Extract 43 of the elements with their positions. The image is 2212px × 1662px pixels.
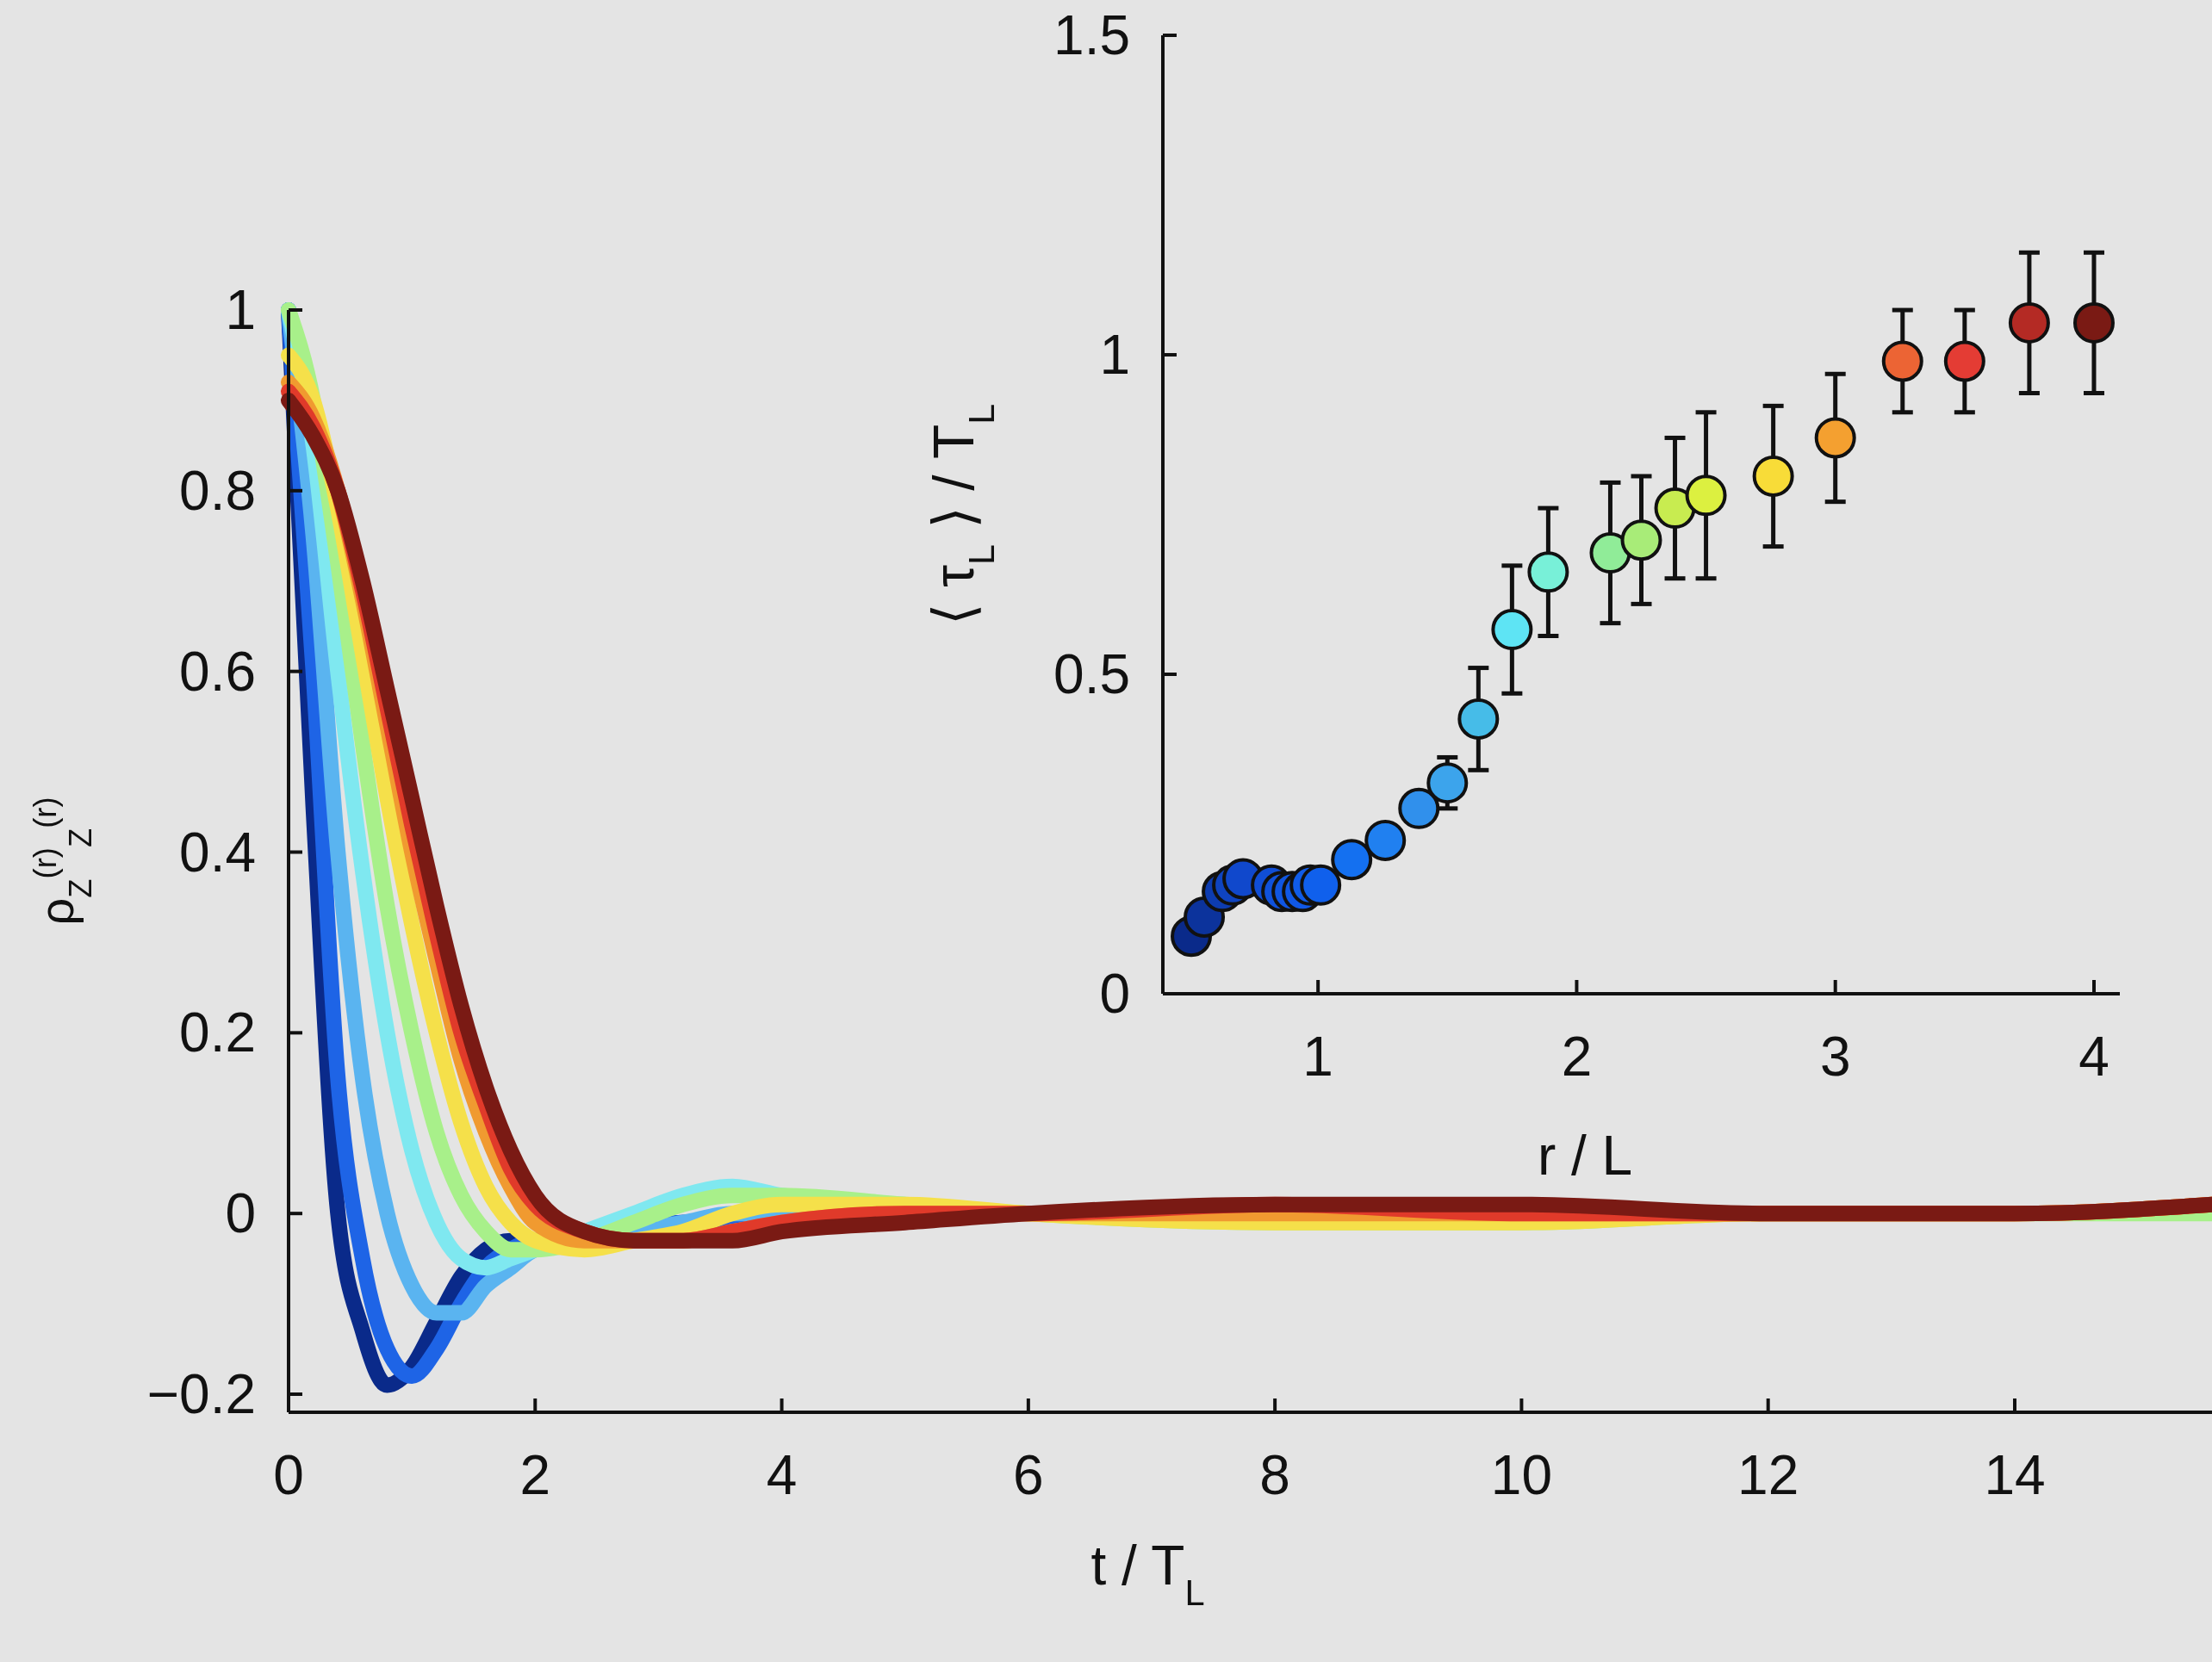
y-tick-label: 0 xyxy=(1099,963,1130,1025)
x-tick-label: 10 xyxy=(1490,1444,1552,1506)
point xyxy=(2072,301,2115,344)
x-tick-label: 2 xyxy=(1561,1026,1593,1088)
y-tick-label: 0.4 xyxy=(179,821,256,884)
y-tick-label: 0.6 xyxy=(179,640,256,703)
x-tick-label: 8 xyxy=(1259,1444,1290,1506)
y-tick-label: 0.8 xyxy=(179,459,256,522)
y-tick-label: 0.5 xyxy=(1053,643,1130,705)
x-axis-title: r / L xyxy=(1537,1125,1633,1187)
x-tick-label: 14 xyxy=(1984,1444,2046,1506)
point xyxy=(1881,340,1923,382)
y-tick-label: 1 xyxy=(1099,324,1130,386)
point xyxy=(1331,839,1373,881)
x-tick-label: 2 xyxy=(519,1444,551,1506)
point xyxy=(1457,698,1500,740)
y-tick-label: 0 xyxy=(225,1182,256,1245)
point xyxy=(1527,551,1569,593)
y-tick-label: −0.2 xyxy=(146,1363,256,1426)
point xyxy=(1943,340,1985,382)
point xyxy=(1654,487,1696,530)
x-tick-label: 1 xyxy=(1302,1026,1333,1088)
x-tick-label: 3 xyxy=(1819,1026,1851,1088)
y-tick-label: 0.2 xyxy=(179,1002,256,1064)
point xyxy=(2008,301,2050,344)
y-tick-label: 1.5 xyxy=(1053,4,1130,66)
point xyxy=(1752,456,1794,497)
x-tick-label: 4 xyxy=(766,1444,798,1506)
point xyxy=(1364,819,1407,861)
point xyxy=(1589,532,1631,574)
x-tick-label: 12 xyxy=(1737,1444,1799,1506)
y-tick-label: 1 xyxy=(225,279,256,341)
x-tick-label: 0 xyxy=(273,1444,304,1506)
point xyxy=(1300,864,1342,906)
x-tick-label: 4 xyxy=(2078,1026,2109,1088)
point xyxy=(1685,474,1727,517)
point xyxy=(1426,762,1469,804)
point xyxy=(1491,609,1533,651)
x-axis-title: t / T$_{L}$ xyxy=(1090,1535,1205,1613)
point xyxy=(1814,417,1856,459)
point xyxy=(1398,787,1440,829)
x-tick-label: 6 xyxy=(1013,1444,1044,1506)
point xyxy=(1620,519,1662,561)
